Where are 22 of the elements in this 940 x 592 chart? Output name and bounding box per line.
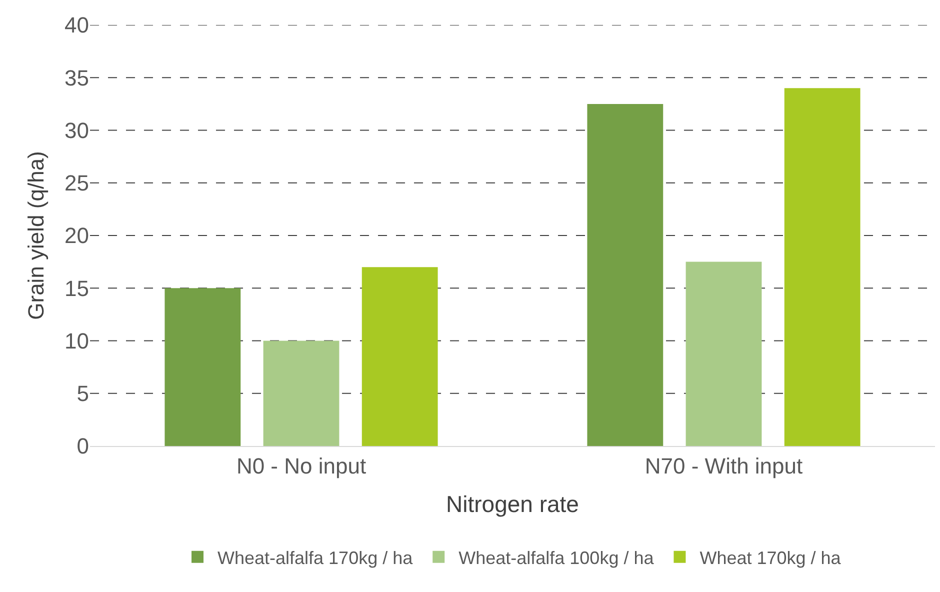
y-tick-label: 40 [64,12,89,38]
y-tick-label: 0 [76,434,89,459]
bar [784,88,860,446]
bar [263,340,340,446]
bar [164,288,241,446]
bar [362,267,438,446]
y-tick-label: 30 [64,118,89,143]
y-tick-label: 10 [64,328,89,354]
legend-label: Wheat-alfalfa 100kg / ha [458,548,655,568]
y-tick-label: 15 [64,276,89,301]
x-tick-label: N70 - With input [644,453,803,478]
y-tick-label: 20 [64,223,89,248]
x-axis-title: Nitrogen rate [446,491,579,517]
x-tick-label: N0 - No input [236,453,366,478]
y-tick-label: 25 [64,170,89,196]
y-tick-label: 35 [64,65,89,90]
y-axis-title: Grain yield (q/ha) [23,151,48,320]
bar [686,262,762,446]
bar [587,104,664,446]
legend-label: Wheat 170kg / ha [700,548,842,568]
legend-label: Wheat-alfalfa 170kg / ha [218,548,414,568]
y-tick-label: 5 [76,381,89,406]
